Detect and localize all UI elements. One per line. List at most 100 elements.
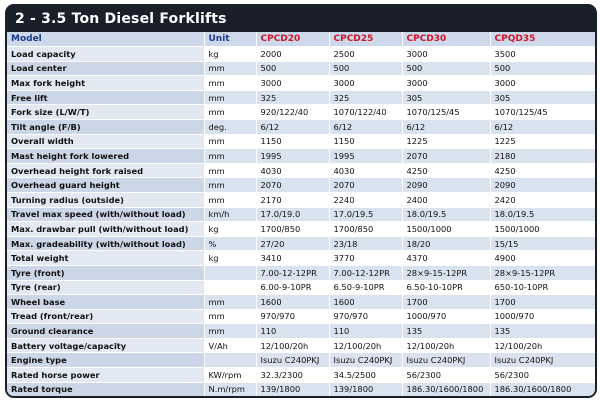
spec-value: Isuzu C240PKJ <box>329 352 403 369</box>
table-row: Ground clearance mm 110 110 135 135 <box>7 323 595 339</box>
table-row: Overhead guard height mm 2070 2070 2090 2090 <box>7 177 595 193</box>
spec-value: 1700/850 <box>256 221 330 237</box>
spec-value: 3770 <box>329 250 403 266</box>
spec-value: 1700 <box>490 294 595 310</box>
spec-unit: KW/rpm <box>204 367 257 383</box>
spec-value: 3000 <box>402 75 491 91</box>
spec-value: 6/12 <box>256 119 330 135</box>
table-row: Tyre (front) 7.00-12-12PR 7.00-12-12PR 28×9… <box>7 265 595 281</box>
table-row: Travel max speed (with/without load) km/h… <box>7 207 595 223</box>
spec-value: 1070/125/45 <box>490 104 595 120</box>
spec-unit: kg <box>204 221 257 237</box>
spec-label: Total weight <box>7 250 205 266</box>
spec-value: 2090 <box>402 177 491 193</box>
spec-value: 6/12 <box>490 119 595 135</box>
spec-value: 500 <box>490 61 595 77</box>
spec-label: Travel max speed (with/without load) <box>7 207 205 223</box>
spec-value: 2070 <box>256 177 330 193</box>
header-row: Model Unit CPCD20 CPCD25 CPCD30 CPQD35 <box>7 32 595 47</box>
spec-value: 1995 <box>256 148 330 164</box>
spec-value: 2420 <box>490 192 595 208</box>
spec-unit: deg. <box>204 119 257 135</box>
spec-value: 3000 <box>402 46 491 62</box>
spec-body: Load capacity kg 2000 2500 3000 3500 Load cent… <box>7 46 595 396</box>
spec-unit: kg <box>204 46 257 62</box>
spec-value: 7.00-12-12PR <box>329 265 403 281</box>
spec-value: 4250 <box>490 163 595 179</box>
spec-value: 2180 <box>490 148 595 164</box>
spec-unit: % <box>204 236 257 252</box>
table-row: Mast height fork lowered mm 1995 1995 2070 21… <box>7 148 595 164</box>
spec-label: Ground clearance <box>7 323 205 339</box>
spec-value: 139/1800 <box>256 382 330 396</box>
table-row: Fork size (L/W/T) mm 920/122/40 1070/122/40… <box>7 104 595 120</box>
header-model-cpcd25: CPCD25 <box>329 32 403 47</box>
spec-value: 1150 <box>329 134 403 150</box>
table-row: Load center mm 500 500 500 500 <box>7 61 595 77</box>
spec-unit: N.m/rpm <box>204 382 257 396</box>
header-model-cpqd35: CPQD35 <box>490 32 595 47</box>
spec-value: 3410 <box>256 250 330 266</box>
spec-value: 56/2300 <box>490 367 595 383</box>
header-model: Model <box>7 32 205 47</box>
spec-label: Wheel base <box>7 294 205 310</box>
spec-value: 2000 <box>256 46 330 62</box>
spec-value: 650-10-10PR <box>490 280 595 296</box>
spec-unit: mm <box>204 294 257 310</box>
spec-value: 28×9-15-12PR <box>490 265 595 281</box>
spec-value: 1700/850 <box>329 221 403 237</box>
spec-value: 500 <box>402 61 491 77</box>
spec-unit <box>204 280 257 296</box>
spec-value: 7.00-12-12PR <box>256 265 330 281</box>
spec-unit: kg <box>204 250 257 266</box>
spec-label: Engine type <box>7 352 205 369</box>
header-model-cpcd20: CPCD20 <box>256 32 330 47</box>
spec-value: 186.30/1600/1800 <box>402 382 491 396</box>
spec-value: 139/1800 <box>329 382 403 396</box>
spec-value: 1500/1000 <box>490 221 595 237</box>
table-row: Battery voltage/capacity V/Ah 12/100/20h 12… <box>7 338 595 354</box>
spec-value: 6.50-10-10PR <box>402 280 491 296</box>
spec-label: Battery voltage/capacity <box>7 338 205 354</box>
table-row: Rated torque N.m/rpm 139/1800 139/1800 186.3… <box>7 382 595 396</box>
spec-value: 135 <box>490 323 595 339</box>
spec-value: 325 <box>256 90 330 106</box>
spec-label: Rated horse power <box>7 367 205 383</box>
spec-value: 6/12 <box>402 119 491 135</box>
spec-value: 18.0/19.5 <box>402 207 491 223</box>
spec-value: 1225 <box>402 134 491 150</box>
spec-label: Load capacity <box>7 46 205 62</box>
spec-value: 3500 <box>490 46 595 62</box>
spec-value: 18.0/19.5 <box>490 207 595 223</box>
spec-unit: mm <box>204 323 257 339</box>
table-row: Max fork height mm 3000 3000 3000 3000 <box>7 75 595 91</box>
spec-label: Fork size (L/W/T) <box>7 104 205 120</box>
spec-unit: mm <box>204 309 257 325</box>
spec-value: 3000 <box>256 75 330 91</box>
spec-value: 2090 <box>490 177 595 193</box>
spec-value: 110 <box>256 323 330 339</box>
spec-value: Isuzu C240PKJ <box>256 352 330 369</box>
spec-unit: mm <box>204 163 257 179</box>
spec-label: Overhead guard height <box>7 177 205 193</box>
spec-value: 17.0/19.0 <box>256 207 330 223</box>
spec-value: 4900 <box>490 250 595 266</box>
spec-label: Free lift <box>7 90 205 106</box>
table-row: Load capacity kg 2000 2500 3000 3500 <box>7 46 595 62</box>
spec-value: 15/15 <box>490 236 595 252</box>
table-row: Turning radius (outside) mm 2170 2240 2400 24… <box>7 192 595 208</box>
spec-label: Max. gradeability (with/without load) <box>7 236 205 252</box>
spec-value: 6.50-9-10PR <box>329 280 403 296</box>
spec-value: 4030 <box>256 163 330 179</box>
table-row: Max. drawbar pull (with/without load) kg 1… <box>7 221 595 237</box>
spec-value: 56/2300 <box>402 367 491 383</box>
spec-label: Tyre (front) <box>7 265 205 281</box>
table-row: Overhead height fork raised mm 4030 4030 425… <box>7 163 595 179</box>
spec-value: 1995 <box>329 148 403 164</box>
spec-value: 1150 <box>256 134 330 150</box>
spec-value: 920/122/40 <box>256 104 330 120</box>
table-row: Tilt angle (F/B) deg. 6/12 6/12 6/12 6/12 <box>7 119 595 135</box>
spec-value: 17.0/19.5 <box>329 207 403 223</box>
spec-value: 1225 <box>490 134 595 150</box>
spec-value: 12/100/20h <box>402 338 491 354</box>
